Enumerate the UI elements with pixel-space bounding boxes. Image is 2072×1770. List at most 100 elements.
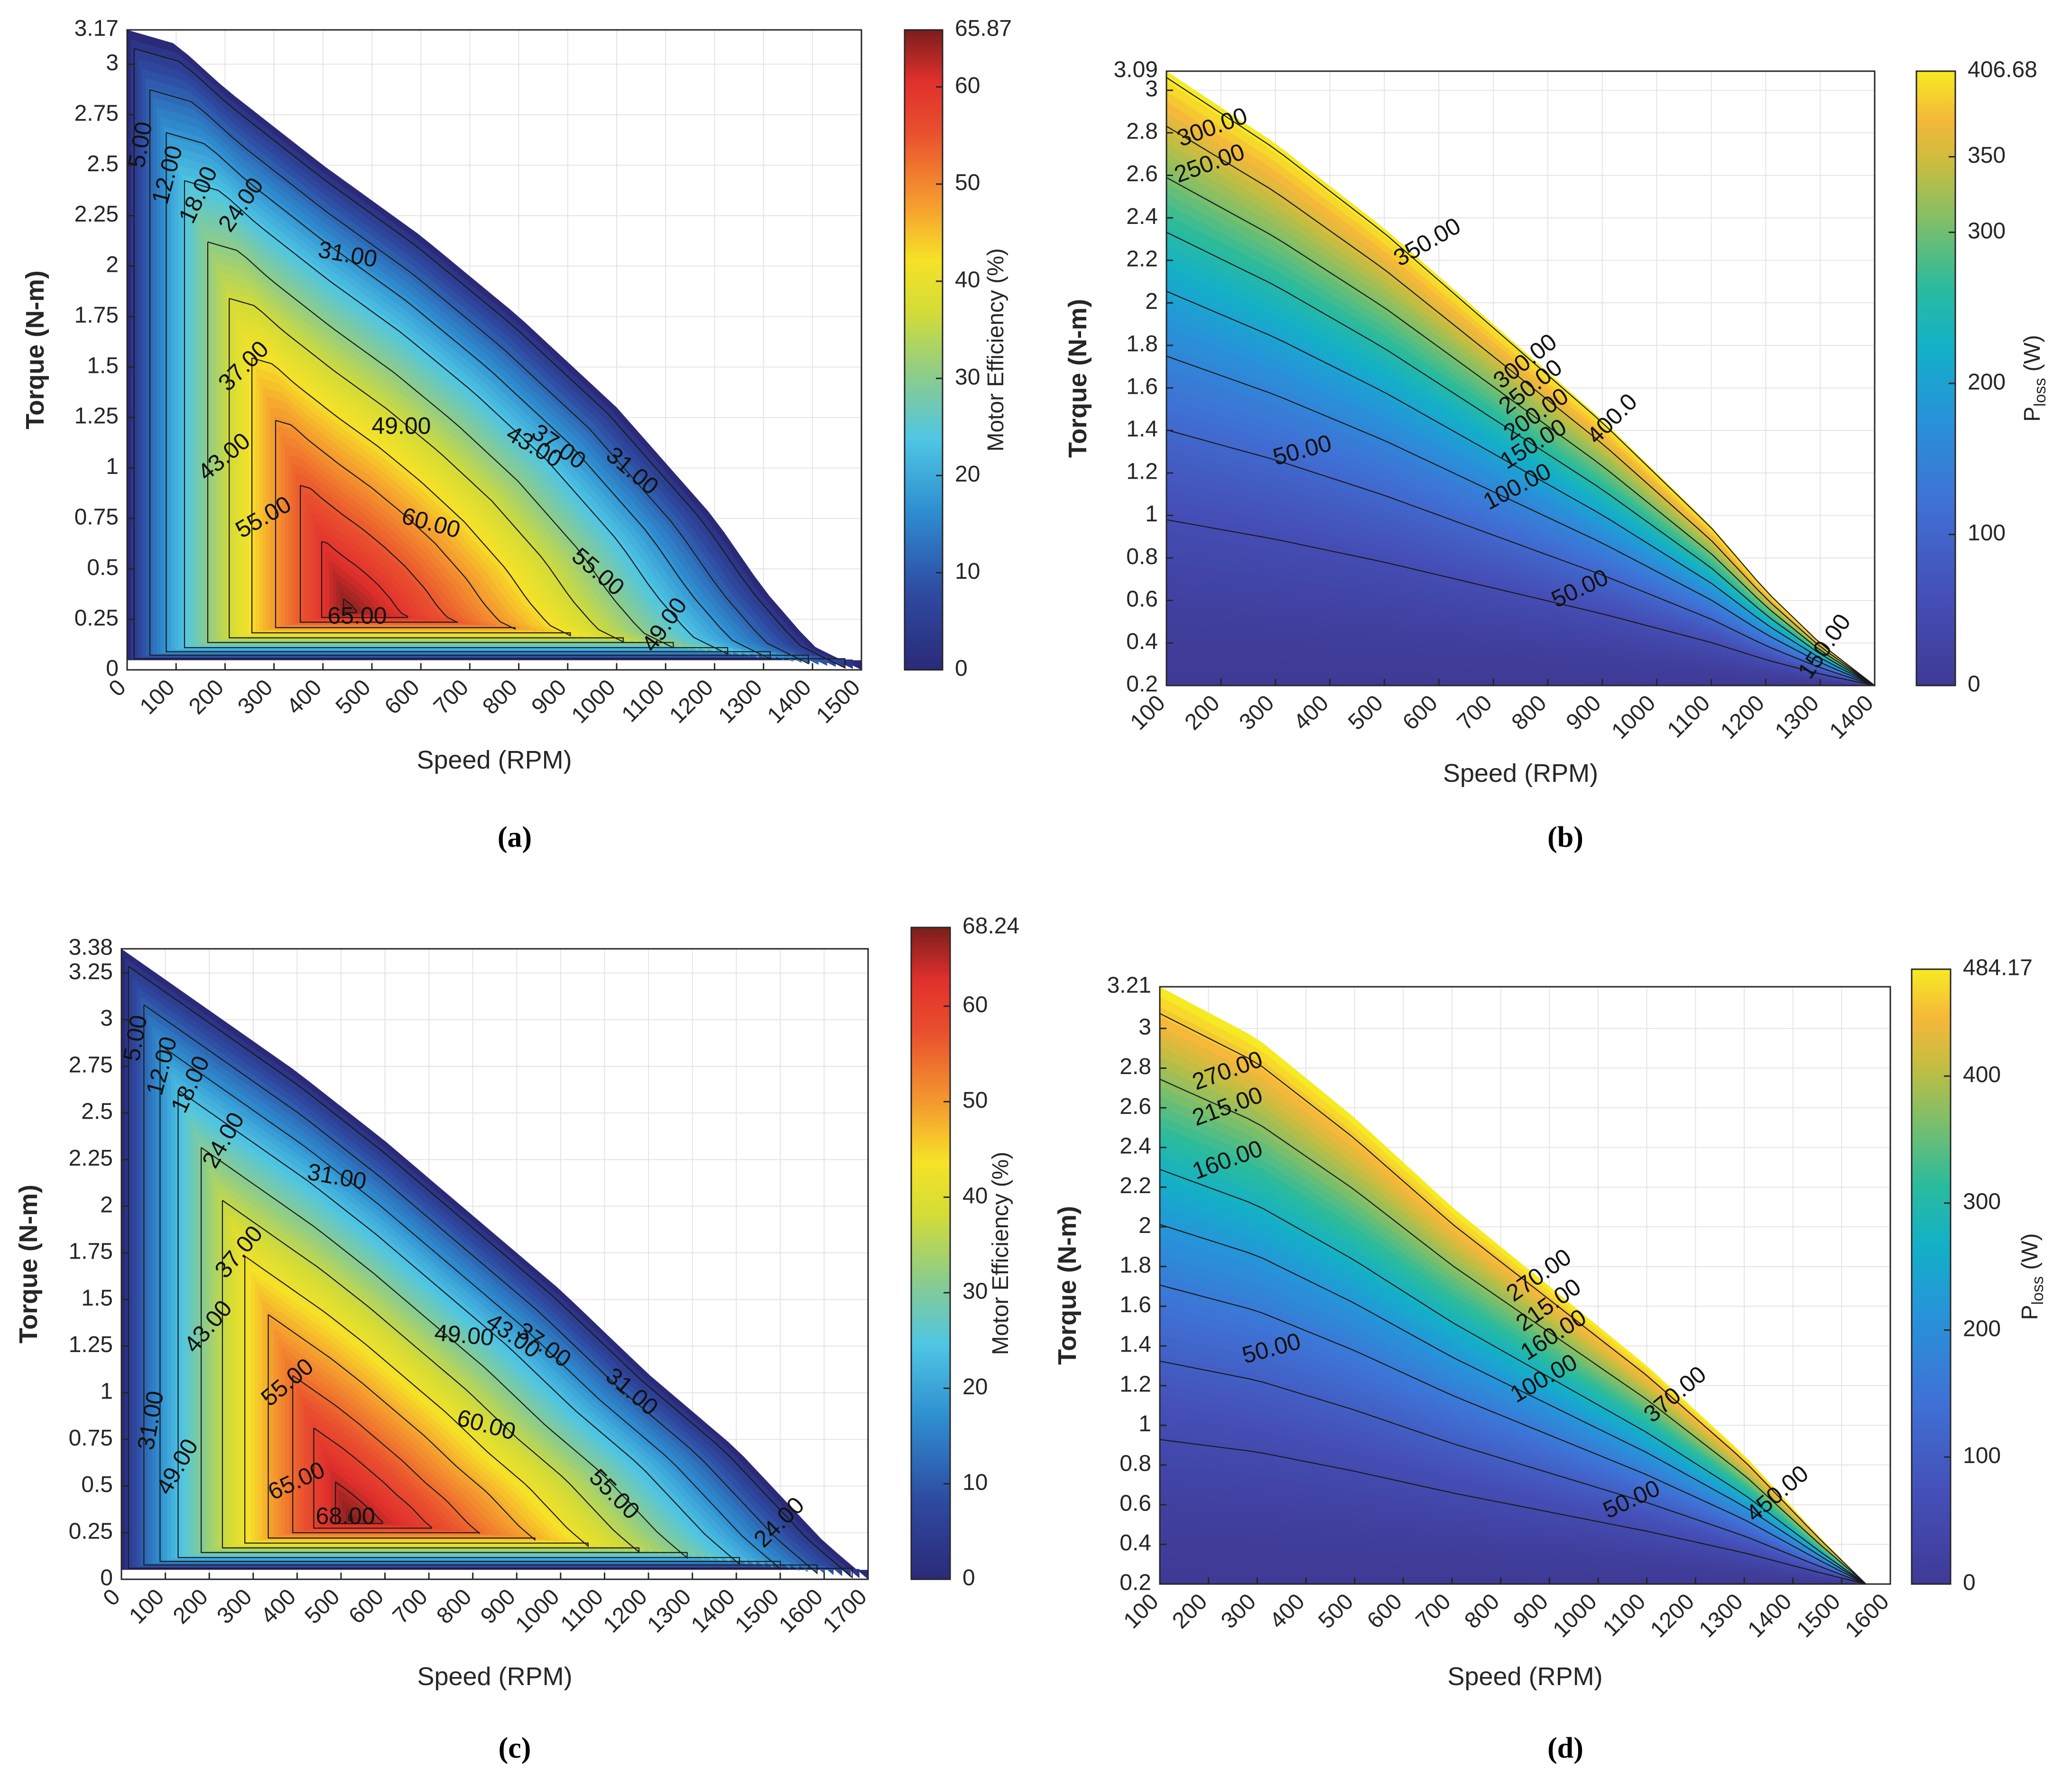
panel-c-efficiency-map: 5.0012.0018.0024.0031.0037.0043.0055.004… xyxy=(14,914,1019,1691)
x-tick-label: 1500 xyxy=(731,1584,784,1638)
x-axis-label: Speed (RPM) xyxy=(417,1662,572,1691)
x-tick-label: 400 xyxy=(256,1584,301,1629)
contour-line xyxy=(201,1147,688,1559)
colorbar-tick-label: 60 xyxy=(955,73,980,98)
contour-line xyxy=(1159,1439,1866,1585)
colorbar-gradient xyxy=(910,927,951,1580)
colorbar-tick-label: 400 xyxy=(1963,1062,2001,1087)
x-tick-label: 600 xyxy=(1362,1589,1407,1633)
colorbar-tick-label: 50 xyxy=(962,1088,988,1113)
x-tick-label: 1500 xyxy=(1792,1589,1845,1642)
colorbar-tick-label: 68.24 xyxy=(962,914,1019,939)
caption-a: (a) xyxy=(498,821,532,853)
colorbar-tick-label: 0 xyxy=(962,1566,975,1591)
y-tick-label: 0.75 xyxy=(69,1426,113,1451)
plot-frame xyxy=(1166,70,1876,686)
y-tick-label: 1 xyxy=(100,1379,113,1404)
x-tick-label: 700 xyxy=(1411,1589,1456,1633)
contour-line xyxy=(184,180,729,655)
x-tick-label: 100 xyxy=(1126,690,1170,735)
contour-label: 49.00 xyxy=(371,413,431,439)
y-tick-label: 1 xyxy=(1145,501,1158,527)
x-tick-label: 300 xyxy=(1234,690,1279,735)
y-tick-label: 2.4 xyxy=(1126,204,1158,229)
x-tick-label: 800 xyxy=(1460,1589,1504,1633)
x-tick-label: 200 xyxy=(168,1584,213,1629)
colorbar-gradient xyxy=(904,29,944,671)
x-tick-label: 500 xyxy=(300,1584,345,1629)
x-tick-label: 500 xyxy=(331,675,376,719)
y-tick-label: 2 xyxy=(1138,1213,1151,1238)
contour-line xyxy=(222,1200,640,1553)
contour-line xyxy=(1166,126,1875,686)
plot-frame xyxy=(1159,986,1891,1585)
x-tick-label: 300 xyxy=(212,1584,257,1629)
x-tick-label: 800 xyxy=(432,1584,476,1629)
x-tick-label: 1100 xyxy=(1663,690,1715,742)
y-tick-label: 1.6 xyxy=(1119,1292,1151,1317)
y-tick-label: 1 xyxy=(106,454,119,479)
y-tick-label: 0.5 xyxy=(81,1472,113,1497)
colorbar-tick-label: 484.17 xyxy=(1963,955,2033,981)
y-axis-label: Torque (N-m) xyxy=(1053,1206,1082,1365)
x-tick-label: 1200 xyxy=(1646,1589,1699,1642)
contour-line xyxy=(244,1255,589,1548)
panel-b-power-loss-map: 300.00250.00350.00300.00250.00200.00150.… xyxy=(1064,57,2049,788)
x-tick-label: 500 xyxy=(1343,690,1388,735)
x-tick-label: 1400 xyxy=(1743,1589,1796,1642)
x-tick-label: 200 xyxy=(1167,1589,1212,1633)
contour-line xyxy=(177,1089,740,1566)
colorbar-tick-label: 30 xyxy=(955,364,980,389)
contour-label: 68.00 xyxy=(316,1502,375,1529)
y-tick-label: 1.5 xyxy=(87,353,119,378)
y-tick-label: 1.25 xyxy=(74,404,119,429)
y-axis-label: Torque (N-m) xyxy=(21,270,49,429)
contour-line xyxy=(1159,1013,1867,1585)
y-tick-label: 2.4 xyxy=(1119,1133,1151,1158)
y-tick-label: 3.38 xyxy=(69,935,113,960)
contour-line xyxy=(313,1427,432,1529)
contour-line xyxy=(1159,1223,1867,1585)
colorbar-tick-label: 350 xyxy=(1968,143,2006,168)
y-tick-label: 2.2 xyxy=(1119,1173,1151,1198)
x-tick-label: 1500 xyxy=(812,675,865,728)
x-tick-label: 100 xyxy=(124,1584,169,1629)
x-tick-label: 1600 xyxy=(1841,1589,1894,1642)
y-tick-label: 3 xyxy=(1138,1015,1151,1040)
x-tick-label: 1200 xyxy=(665,675,718,728)
contour-line xyxy=(133,48,846,669)
y-tick-label: 0.2 xyxy=(1126,672,1158,697)
x-tick-label: 700 xyxy=(388,1584,433,1629)
colorbar-tick-label: 40 xyxy=(955,267,980,292)
x-tick-label: 100 xyxy=(135,675,180,719)
y-tick-label: 2.75 xyxy=(69,1052,113,1077)
colorbar-tick-label: 100 xyxy=(1968,520,2006,546)
caption-b: (b) xyxy=(1547,821,1583,853)
y-tick-label: 0 xyxy=(106,656,119,681)
colorbar-label-unit: (W) xyxy=(2020,335,2045,378)
colorbar: 0 100 200 300 400 484.17 Ploss (W) xyxy=(1911,955,2047,1595)
x-tick-label: 1000 xyxy=(1607,690,1660,744)
contour-line xyxy=(1166,77,1875,686)
contour-line xyxy=(128,965,853,1579)
colorbar-label-unit: (W) xyxy=(2017,1233,2043,1276)
y-tick-label: 0.75 xyxy=(74,505,119,530)
colorbar-gradient xyxy=(1911,968,1952,1585)
colorbar-tick-label: 300 xyxy=(1968,218,2006,243)
colorbar-tick-label: 0 xyxy=(955,656,968,681)
y-tick-label: 2.5 xyxy=(87,151,119,176)
contour-label: 65.00 xyxy=(327,602,387,629)
y-tick-label: 1.6 xyxy=(1126,374,1158,399)
x-tick-label: 1000 xyxy=(1548,1589,1602,1642)
panel-a-efficiency-map: 5.0012.0018.0024.0031.0037.0043.0049.005… xyxy=(21,16,1012,774)
colorbar-tick-label: 20 xyxy=(955,462,980,487)
contour-line xyxy=(1166,519,1875,686)
colorbar-label-subscript: loss xyxy=(2029,1276,2047,1305)
y-tick-label: 0 xyxy=(100,1566,113,1591)
colorbar-label-subscript: loss xyxy=(2031,378,2049,407)
x-tick-label: 100 xyxy=(1119,1589,1164,1633)
x-tick-label: 1200 xyxy=(1716,690,1769,744)
contour-fill-level xyxy=(343,600,356,613)
x-tick-label: 1300 xyxy=(642,1584,696,1638)
